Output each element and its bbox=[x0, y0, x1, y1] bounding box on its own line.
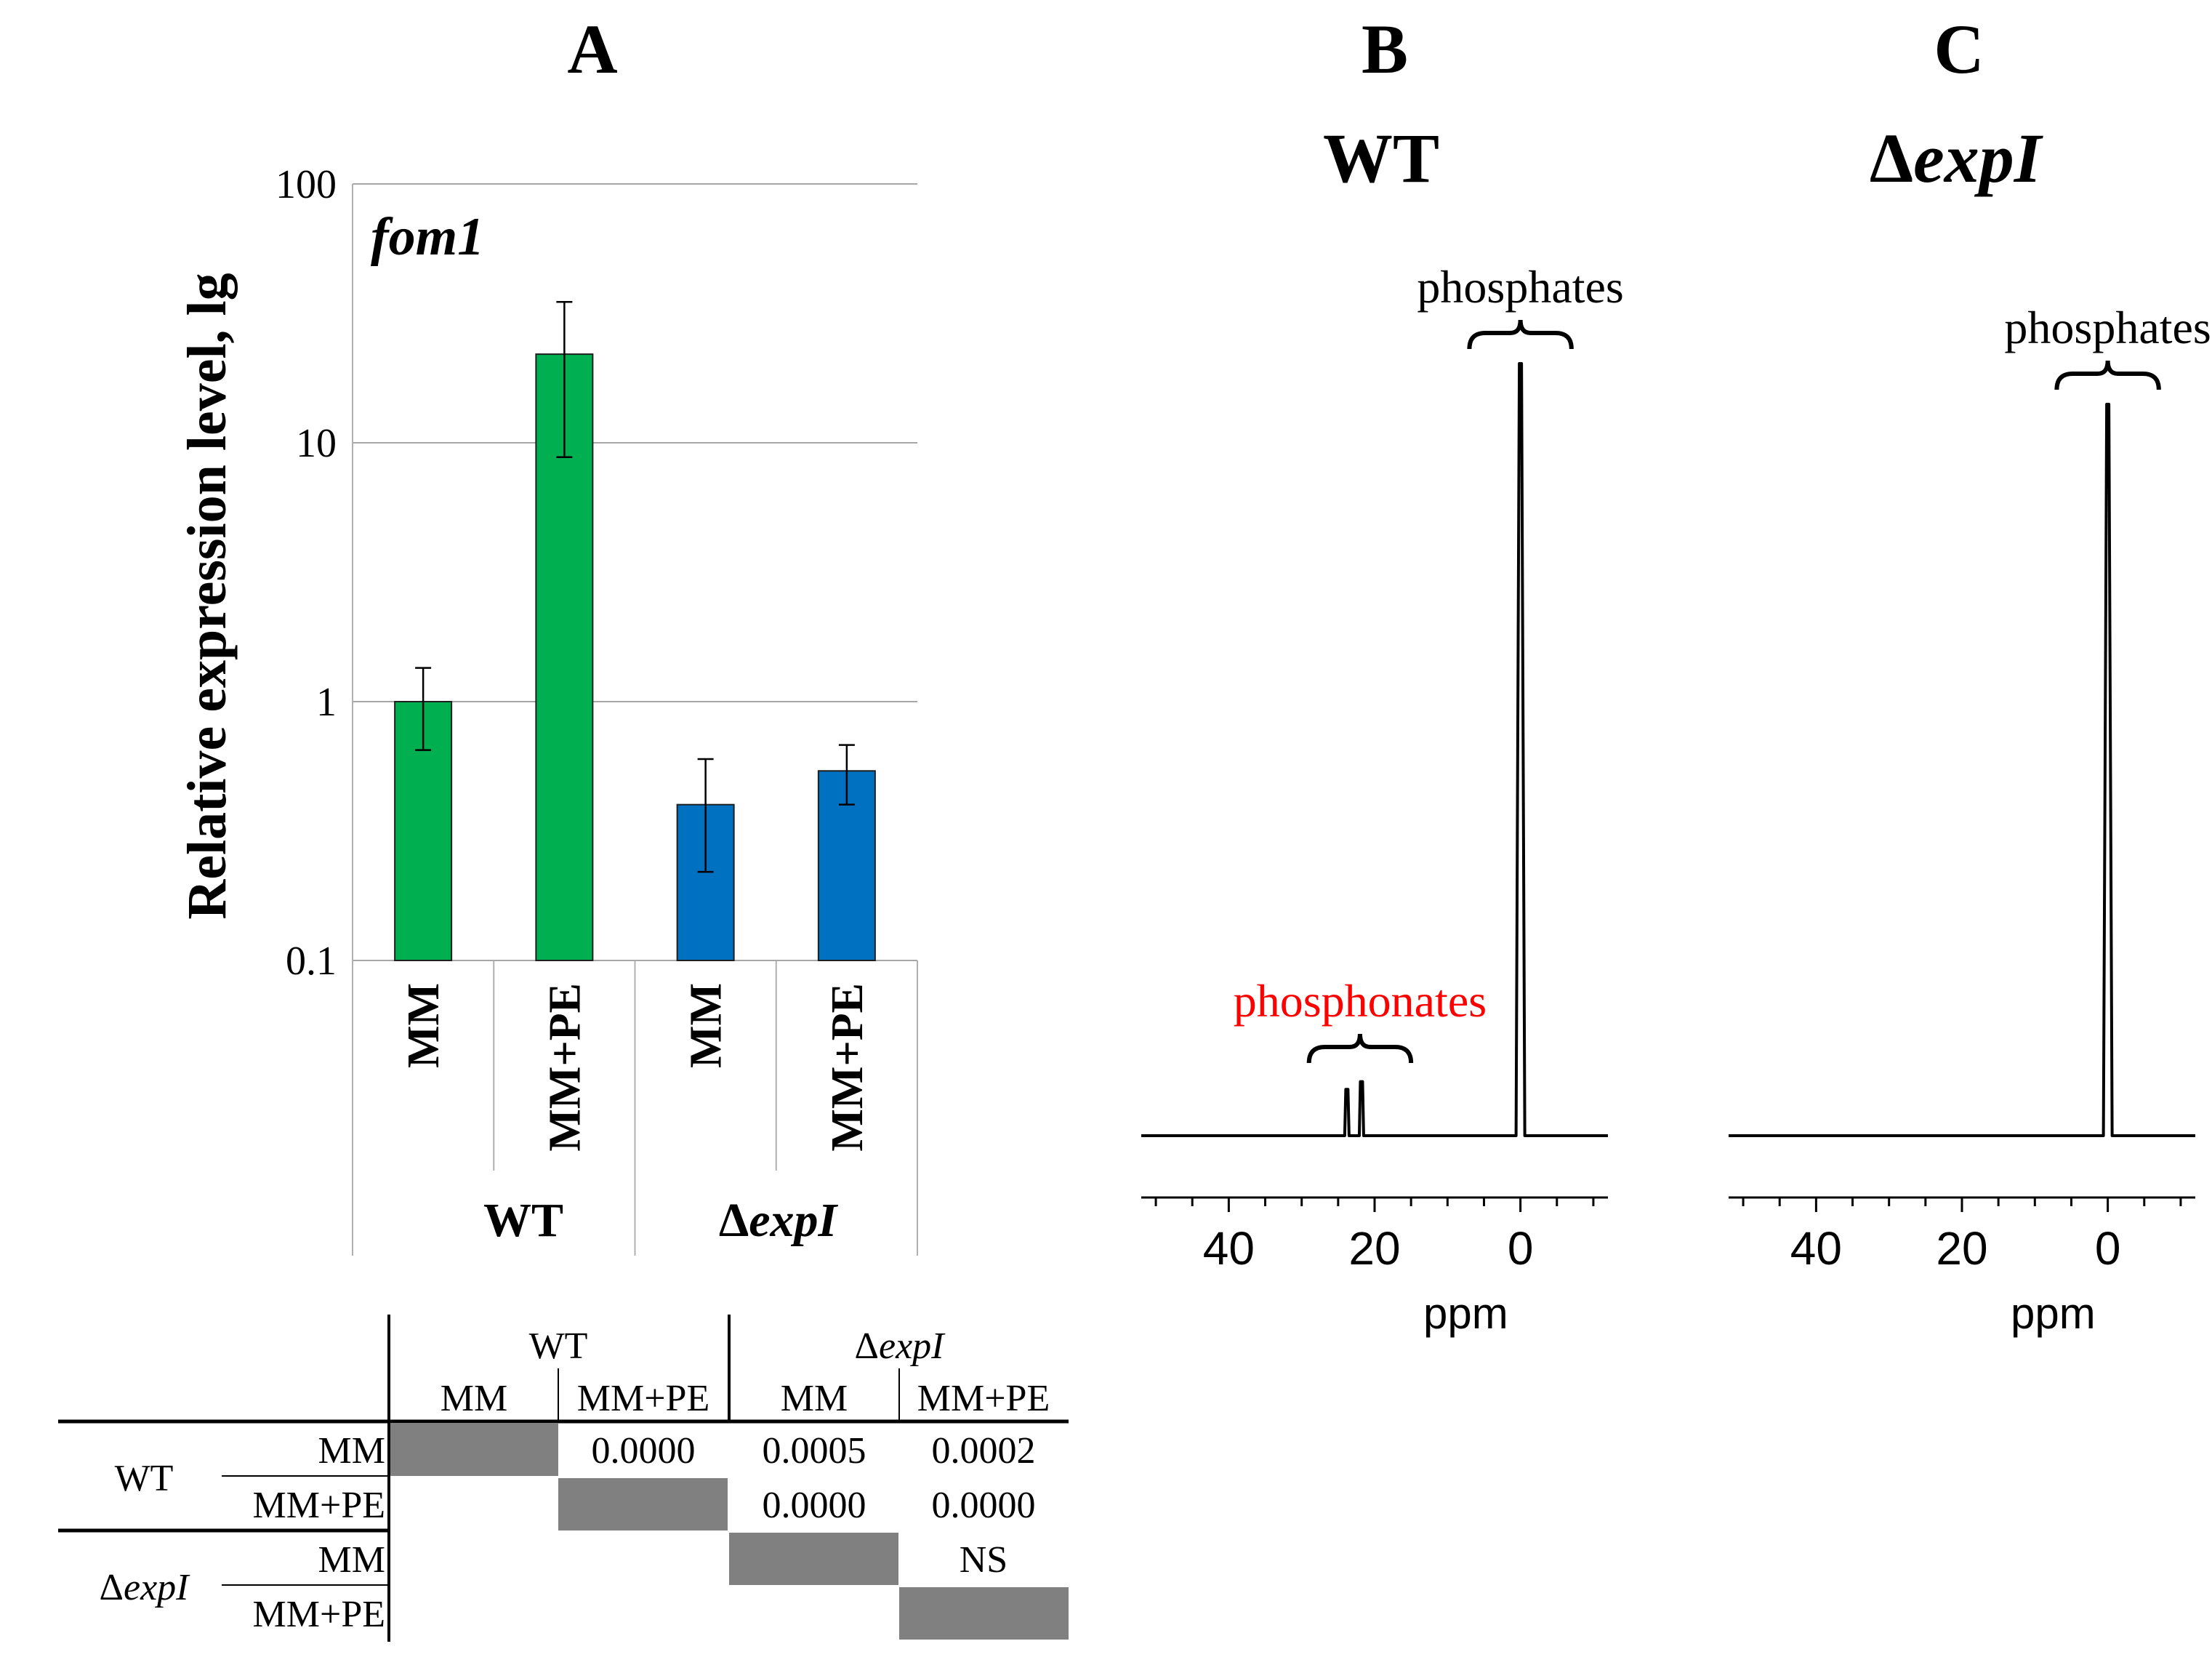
diagonal-cell bbox=[729, 1533, 898, 1585]
annotation-brace bbox=[1306, 1033, 1414, 1064]
table-rules bbox=[58, 1315, 1069, 1642]
annotation-label: phosphonates bbox=[1234, 975, 1487, 1027]
annotation-label: phosphates bbox=[2004, 302, 2211, 353]
row-label: MM bbox=[318, 1430, 385, 1472]
annotation-brace bbox=[2054, 360, 2161, 390]
y-tick-label: 10 bbox=[296, 421, 337, 466]
expression-bar-chart: Relative expression level, lg fom1 0.1 1 1… bbox=[177, 162, 918, 1256]
y-axis-label: Relative expression level, lg bbox=[177, 273, 238, 919]
panel-c-subtitle: ΔexpI bbox=[1870, 119, 2044, 197]
row-label: MM bbox=[318, 1539, 385, 1581]
col-group-wt: WT bbox=[529, 1325, 588, 1367]
ppm-axis-label: ppm bbox=[2011, 1289, 2096, 1338]
column-labels: MM MM+PE MM MM+PE bbox=[441, 1378, 1050, 1419]
row-group-expi: ΔexpI bbox=[100, 1567, 191, 1608]
spectrum-trace bbox=[1141, 362, 1608, 1137]
annotation-label: phosphates bbox=[1417, 261, 1623, 313]
group-label-wt: WT bbox=[483, 1194, 563, 1247]
diagonal-cells bbox=[389, 1424, 1069, 1640]
table-cells: 0.0000 0.0005 0.0002 0.0000 0.0000 NS bbox=[592, 1430, 1036, 1581]
axis-frame bbox=[352, 184, 918, 1256]
panel-b-subtitle: WT bbox=[1323, 119, 1439, 197]
ppm-tick-label: 20 bbox=[1348, 1222, 1400, 1275]
gene-annotation: fom1 bbox=[371, 207, 484, 267]
x-category-label: MM bbox=[682, 983, 731, 1068]
x-category-label: MM+PE bbox=[823, 983, 872, 1152]
row-label: MM+PE bbox=[253, 1594, 385, 1635]
panel-c-letter: C bbox=[1934, 10, 1984, 88]
nmr-spectrum-expi: 40 20 0 ppm phosphates bbox=[1729, 302, 2211, 1338]
y-tick-label: 100 bbox=[276, 162, 337, 207]
panel-a-letter: A bbox=[567, 10, 617, 88]
annotation-brace bbox=[1467, 319, 1574, 350]
column-label: MM bbox=[781, 1378, 848, 1419]
column-label: MM+PE bbox=[577, 1378, 709, 1419]
row-group-wt: WT bbox=[115, 1458, 174, 1499]
x-group-labels: WT ΔexpI bbox=[483, 1194, 839, 1247]
spectrum-trace bbox=[1729, 403, 2195, 1137]
diagonal-cell bbox=[558, 1478, 728, 1530]
row-label: MM+PE bbox=[253, 1485, 385, 1526]
ppm-tick-label: 0 bbox=[2095, 1222, 2121, 1275]
x-category-label: MM bbox=[399, 983, 449, 1068]
column-label: MM bbox=[441, 1378, 507, 1419]
bars bbox=[394, 353, 876, 961]
y-tick-labels: 0.1 1 10 100 bbox=[276, 162, 337, 984]
diagonal-cell bbox=[389, 1424, 558, 1476]
y-tick-label: 0.1 bbox=[286, 939, 337, 984]
table-cell: 0.0005 bbox=[763, 1430, 866, 1472]
x-category-labels: MM MM+PE MM MM+PE bbox=[399, 983, 872, 1152]
ppm-tick-label: 0 bbox=[1508, 1222, 1534, 1275]
table-cell: 0.0000 bbox=[763, 1485, 866, 1526]
ppm-axis-label: ppm bbox=[1423, 1289, 1508, 1338]
error-bars bbox=[415, 301, 855, 873]
row-labels: MM MM+PE MM MM+PE bbox=[253, 1430, 385, 1635]
panel-b-letter: B bbox=[1362, 10, 1408, 88]
column-label: MM+PE bbox=[917, 1378, 1050, 1419]
table-cell: 0.0002 bbox=[932, 1430, 1036, 1472]
table-cell: NS bbox=[960, 1539, 1008, 1581]
table-cell: 0.0000 bbox=[932, 1485, 1036, 1526]
pvalue-table: WT ΔexpI MM MM+PE MM MM+PE WT ΔexpI MM MM+PE… bbox=[58, 1315, 1069, 1642]
diagonal-cell bbox=[899, 1587, 1069, 1640]
col-group-expi: ΔexpI bbox=[855, 1325, 946, 1367]
y-tick-label: 1 bbox=[316, 680, 337, 725]
ppm-tick-label: 40 bbox=[1203, 1222, 1255, 1275]
group-label-expi: ΔexpI bbox=[719, 1194, 839, 1247]
x-category-label: MM+PE bbox=[540, 983, 590, 1152]
ppm-tick-label: 20 bbox=[1936, 1222, 1987, 1275]
ppm-tick-label: 40 bbox=[1790, 1222, 1842, 1275]
table-cell: 0.0000 bbox=[592, 1430, 696, 1472]
